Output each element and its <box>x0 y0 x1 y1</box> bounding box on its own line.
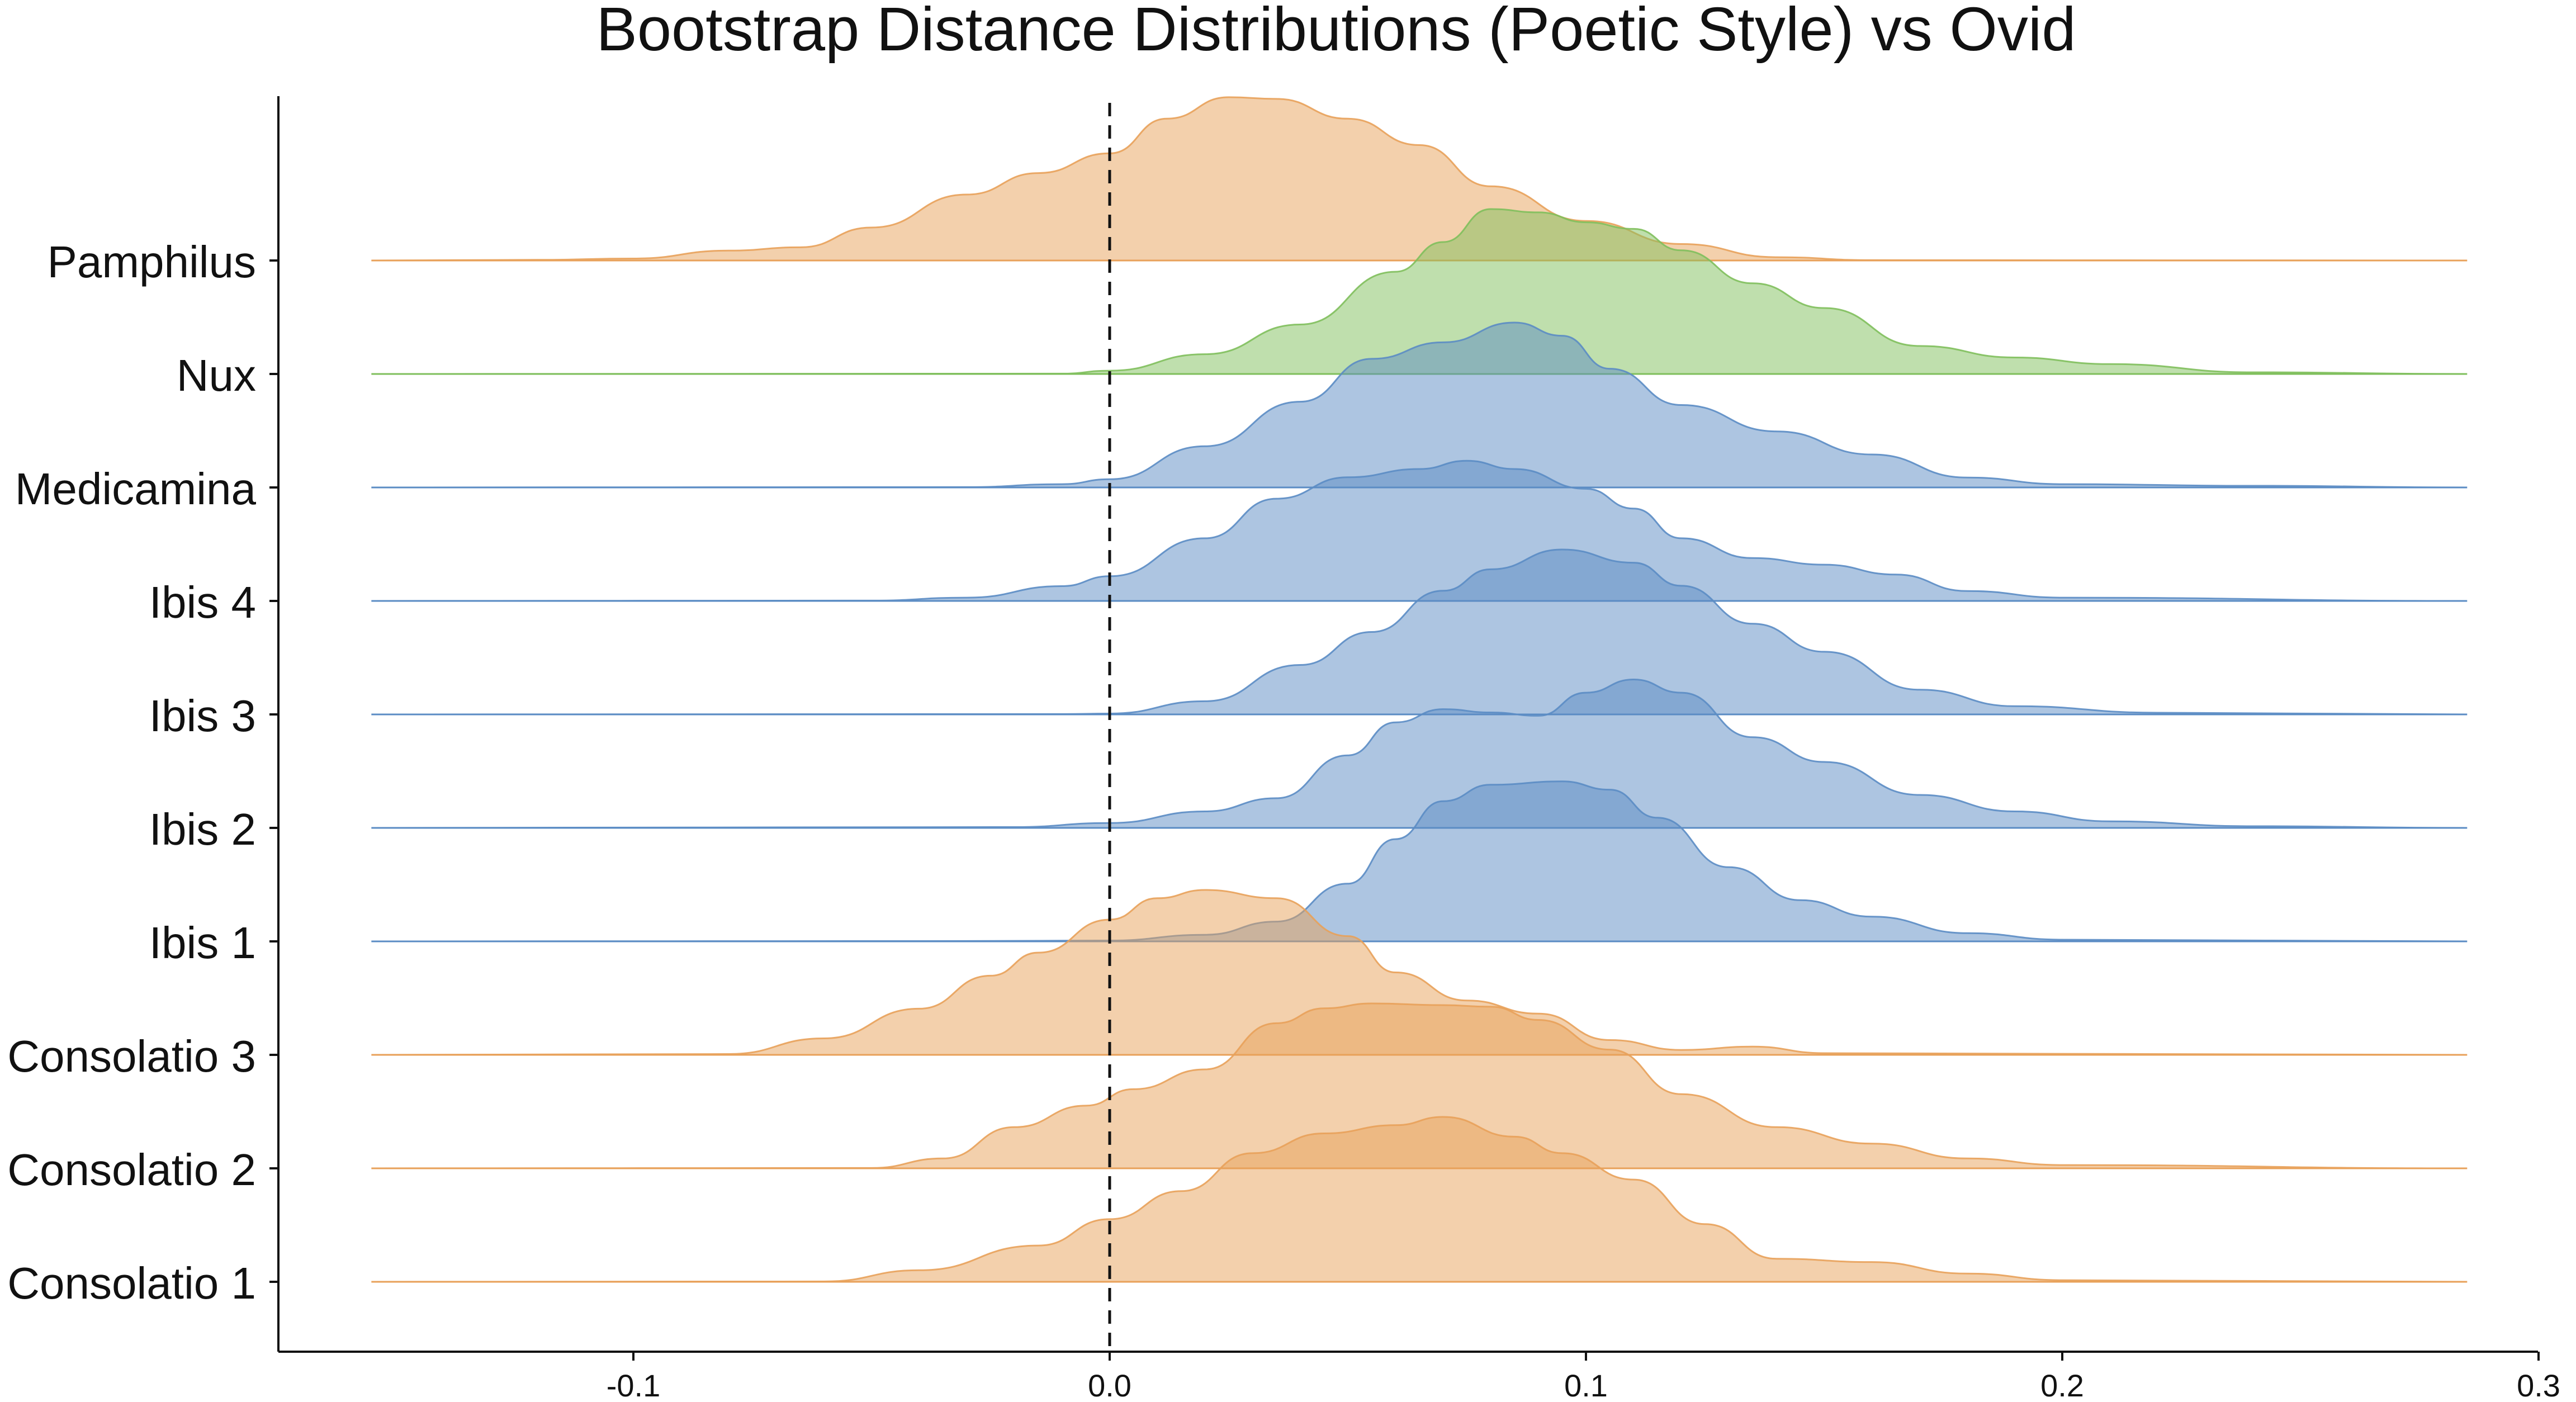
ridge-fill-consolatio-1 <box>371 1117 2468 1282</box>
x-tick-label: 0.2 <box>2040 1368 2084 1402</box>
x-tick-label: -0.1 <box>607 1368 661 1402</box>
ridge-fill-ibis-1 <box>371 781 2468 941</box>
chart-title: Bootstrap Distance Distributions (Poetic… <box>596 0 2076 64</box>
ridge-line-medicamina <box>371 321 2468 489</box>
y-tick-label-consolatio-1: Consolatio 1 <box>7 1258 256 1308</box>
ridge-line-consolatio-3 <box>371 889 2468 1056</box>
y-tick-label-nux: Nux <box>177 350 256 400</box>
y-tick-label-medicamina: Medicamina <box>15 464 257 514</box>
ridge-line-consolatio-2 <box>371 1002 2468 1169</box>
ridge-fill-consolatio-3 <box>371 890 2468 1055</box>
y-tick-label-ibis-3: Ibis 3 <box>149 691 256 741</box>
x-tick-label: 0.3 <box>2517 1368 2560 1402</box>
ridge-fill-nux <box>371 209 2468 374</box>
ridge-line-pamphilus <box>371 96 2468 262</box>
ridges-group <box>371 96 2468 1283</box>
ridge-fill-pamphilus <box>371 97 2468 260</box>
y-ticks-group: Pamphilus Nux Medicamina Ibis 4 Ibis 3 Ibis 2… <box>7 237 278 1308</box>
ridge-fill-ibis-4 <box>371 461 2468 601</box>
x-tick-label: 0.0 <box>1088 1368 1131 1402</box>
ridge-fill-medicamina <box>371 323 2468 487</box>
ridge-fill-ibis-3 <box>371 550 2468 714</box>
y-tick-label-consolatio-3: Consolatio 3 <box>7 1031 256 1081</box>
y-tick-label-consolatio-2: Consolatio 2 <box>7 1145 256 1195</box>
x-ticks-group: -0.1 0.0 0.1 0.2 0.3 <box>607 1352 2560 1402</box>
ridge-line-ibis-4 <box>371 460 2468 602</box>
y-tick-label-ibis-1: Ibis 1 <box>149 918 256 968</box>
ridge-line-consolatio-1 <box>371 1116 2468 1283</box>
ridge-fill-ibis-2 <box>371 679 2468 828</box>
ridge-fill-consolatio-2 <box>371 1003 2468 1168</box>
y-tick-label-ibis-4: Ibis 4 <box>149 577 256 627</box>
x-tick-label: 0.1 <box>1564 1368 1608 1402</box>
y-tick-label-ibis-2: Ibis 2 <box>149 804 256 854</box>
y-tick-label-pamphilus: Pamphilus <box>47 237 256 287</box>
ridge-line-nux <box>371 208 2468 375</box>
